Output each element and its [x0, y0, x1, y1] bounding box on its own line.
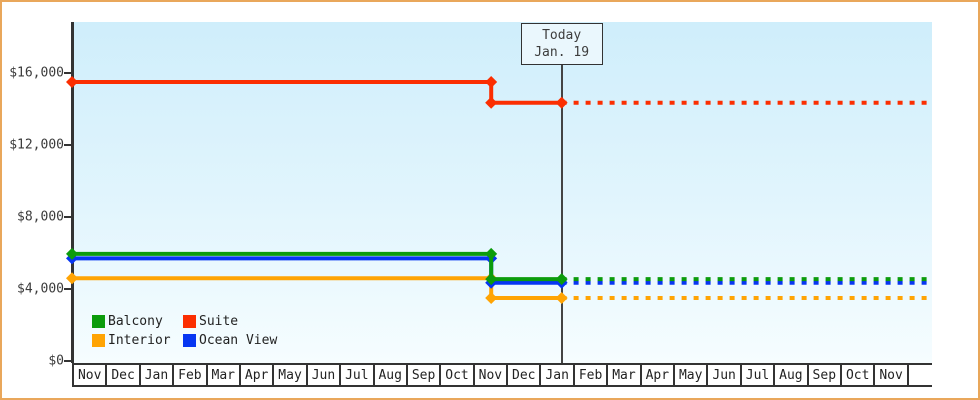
- x-axis-month-label: Jun: [708, 365, 742, 385]
- data-point-marker: [66, 272, 78, 285]
- today-label: Today: [542, 28, 582, 43]
- x-axis-month-label: Sep: [809, 365, 842, 385]
- plot-area: [72, 22, 932, 363]
- x-axis-month-label: Feb: [575, 365, 609, 385]
- y-axis-tick-label: $0: [48, 353, 64, 369]
- y-axis-tick: [64, 360, 72, 362]
- x-axis-filler-cell: [909, 365, 932, 385]
- data-point-marker: [485, 76, 498, 88]
- y-axis-tick: [64, 72, 72, 74]
- series-balcony: [66, 247, 932, 286]
- legend-swatch-ocean-view: [183, 334, 196, 347]
- x-axis-month-label: Nov: [475, 365, 509, 385]
- history-line-balcony: [72, 251, 562, 282]
- legend-swatch-balcony: [92, 315, 105, 328]
- series-ocean-view: [66, 252, 932, 289]
- x-axis-month-label: Oct: [441, 365, 475, 385]
- legend-item-suite: Suite: [183, 314, 238, 329]
- today-date: Jan. 19: [534, 45, 590, 60]
- x-axis-month-label: Jun: [308, 365, 342, 385]
- data-point-marker: [485, 292, 498, 304]
- x-axis-month-label: Mar: [608, 365, 642, 385]
- data-point-marker: [485, 247, 498, 260]
- x-axis-month-label: Mar: [208, 365, 241, 385]
- x-axis-month-label: May: [675, 365, 709, 385]
- data-point-marker: [485, 96, 498, 109]
- x-axis-month-label: Dec: [508, 365, 542, 385]
- x-axis-month-label: Nov: [74, 365, 108, 385]
- y-axis-tick-label: $12,000: [9, 137, 64, 153]
- data-point-marker: [555, 273, 568, 286]
- today-line: [560, 64, 563, 363]
- y-axis-tick-label: $8,000: [17, 209, 64, 225]
- x-axis-month-label: Oct: [842, 365, 876, 385]
- x-axis-month-label: Aug: [375, 365, 408, 385]
- x-axis-month-label: Jul: [742, 365, 776, 385]
- legend-label: Suite: [199, 314, 239, 329]
- x-axis-month-label: Sep: [408, 365, 442, 385]
- x-axis-month-label: May: [274, 365, 308, 385]
- data-point-marker: [485, 273, 498, 286]
- y-axis-line: [71, 22, 74, 363]
- x-axis-month-label: Jul: [341, 365, 375, 385]
- x-axis-month-label: Apr: [642, 365, 676, 385]
- legend-swatch-interior: [92, 334, 105, 347]
- legend-swatch-suite: [183, 315, 196, 328]
- data-point-marker: [555, 292, 568, 304]
- x-axis-month-label: Feb: [174, 365, 208, 385]
- y-axis-tick-label: $4,000: [17, 281, 64, 297]
- x-axis-month-label: Jan: [541, 365, 575, 385]
- y-axis-tick: [64, 216, 72, 218]
- legend-item-interior: Interior: [92, 333, 171, 348]
- series-plot: [66, 76, 932, 304]
- history-line-suite: [72, 80, 562, 105]
- y-axis-tick: [64, 288, 72, 290]
- x-axis-month-label: Nov: [875, 365, 909, 385]
- data-point-marker: [555, 96, 568, 109]
- x-axis-month-label: Dec: [107, 365, 141, 385]
- y-axis-tick-label: $16,000: [9, 65, 64, 81]
- data-point-marker: [66, 76, 78, 88]
- x-axis-month-strip: Nov Dec Jan Feb Mar Apr May Jun Jul Aug Sep Oct Nov D…: [72, 363, 932, 387]
- legend-item-balcony: Balcony: [92, 314, 163, 329]
- data-point-marker: [66, 247, 78, 260]
- legend-label: Ocean View: [199, 333, 278, 348]
- legend-item-ocean-view: Ocean View: [183, 333, 277, 348]
- series-suite: [66, 76, 932, 109]
- today-annotation: Today Jan. 19: [520, 23, 603, 65]
- legend-label: Balcony: [108, 314, 163, 329]
- x-axis-month-label: Aug: [775, 365, 809, 385]
- legend-label: Interior: [108, 333, 171, 348]
- y-axis-tick: [64, 144, 72, 146]
- x-axis-month-label: Jan: [141, 365, 175, 385]
- series-interior: [66, 272, 932, 304]
- x-axis-month-label: Apr: [241, 365, 275, 385]
